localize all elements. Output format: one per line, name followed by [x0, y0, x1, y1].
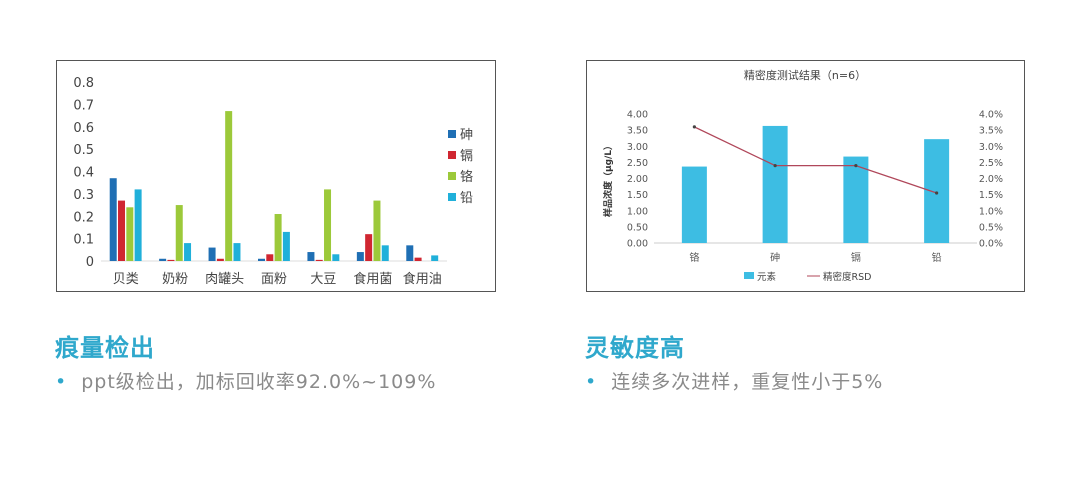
bar-砷: [307, 252, 315, 261]
bar-铬: [324, 189, 332, 261]
y-tick-label: 0.7: [73, 98, 94, 113]
rsd-point: [773, 164, 777, 168]
bar-镉: [266, 254, 274, 261]
bar-砷: [109, 178, 117, 261]
y-tick-label: 4.00: [627, 110, 648, 121]
bar-element: [924, 139, 950, 243]
x-tick-label: 铅: [932, 251, 942, 264]
bar-镉: [167, 259, 175, 261]
precision-chart: 精密度测试结果（n=6） 样品浓度（μg/L） 0.00 0.50 1.00 1.50 2.…: [586, 60, 1025, 292]
y-axis-title: 样品浓度（μg/L）: [602, 141, 614, 217]
y-tick-label: 0.2: [73, 210, 94, 225]
x-tick-label: 奶粉: [162, 272, 188, 287]
x-tick-label: 镉: [851, 251, 861, 264]
legend-swatch: [448, 193, 456, 201]
trace-detection-heading: 痕量检出: [55, 334, 155, 362]
rsd-point: [692, 125, 696, 129]
y-tick-label: 2.00: [627, 174, 648, 185]
x-tick-label: 食用菌: [353, 271, 392, 287]
bar-铬: [225, 111, 233, 262]
bar-铅: [381, 245, 389, 261]
bar-铬: [373, 200, 381, 261]
bullet-text: 连续多次进样，重复性小于5%: [611, 371, 884, 393]
y2-tick-label: 2.0%: [979, 174, 1003, 185]
y2-tick-label: 0.0%: [979, 239, 1003, 250]
y2-tick-label: 2.5%: [979, 158, 1003, 169]
rsd-point: [854, 164, 858, 168]
bar-砷: [208, 247, 216, 261]
bar-砷: [159, 258, 167, 261]
bar-铅: [282, 231, 290, 261]
chart-2-svg: 精密度测试结果（n=6） 样品浓度（μg/L） 0.00 0.50 1.00 1.50 2.…: [602, 68, 1003, 283]
bar-element: [681, 166, 707, 243]
chart-1-svg: 0 0.1 0.2 0.3 0.4 0.5 0.6 0.7 0.8 贝类 奶粉 肉罐头 面粉 大豆 食用菌食…: [73, 76, 473, 287]
legend-label: 精密度RSD: [823, 271, 871, 283]
y-tick-label: 1.00: [627, 206, 648, 217]
y-tick-label: 0.8: [73, 76, 94, 91]
y2-tick-label: 1.0%: [979, 206, 1003, 217]
bar-铅: [233, 243, 241, 261]
legend-label: 铅: [460, 191, 473, 206]
trace-detection-bullet: • ppt级检出，加标回收率92.0%~109%: [55, 371, 437, 393]
y2-tick-label: 3.0%: [979, 142, 1003, 153]
x-tick-label: 肉罐头: [205, 272, 244, 287]
legend-label: 砷: [460, 128, 473, 143]
bar-element: [762, 125, 788, 243]
y-tick-label: 0.5: [73, 143, 94, 158]
bar-镉: [118, 200, 126, 261]
bullet-text: ppt级检出，加标回收率92.0%~109%: [81, 371, 437, 393]
legend-label: 元素: [757, 271, 777, 283]
y2-tick-label: 1.5%: [979, 190, 1003, 201]
chart-title: 精密度测试结果（n=6）: [744, 68, 866, 82]
bar-铬: [126, 207, 134, 261]
x-tick-label: 铬: [689, 251, 699, 264]
bar-砷: [406, 245, 414, 261]
legend-label: 铬: [460, 169, 473, 185]
bar-铅: [332, 254, 340, 261]
rsd-point: [935, 191, 939, 195]
bar-镉: [414, 257, 422, 261]
x-tick-label: 贝类: [113, 272, 139, 287]
y-tick-label: 3.00: [627, 142, 648, 153]
y-tick-label: 0.1: [73, 233, 94, 248]
legend-swatch: [744, 272, 754, 279]
x-tick-label: 砷: [770, 252, 780, 264]
legend-swatch: [448, 151, 456, 159]
y2-tick-label: 3.5%: [979, 126, 1003, 137]
bar-镉: [315, 259, 323, 261]
x-tick-label: 食用油: [403, 271, 442, 287]
y-tick-label: 0.50: [627, 222, 648, 233]
legend-label: 镉: [460, 148, 473, 164]
sensitivity-heading: 灵敏度高: [585, 334, 685, 362]
y-tick-label: 1.50: [627, 190, 648, 201]
sensitivity-bullet: • 连续多次进样，重复性小于5%: [585, 371, 884, 393]
y2-tick-label: 4.0%: [979, 110, 1003, 121]
bar-铬: [274, 214, 282, 261]
bar-镉: [216, 258, 224, 261]
y-tick-label: 0.6: [73, 121, 94, 136]
bar-砷: [258, 258, 265, 261]
bar-铅: [184, 243, 192, 261]
bar-铅: [431, 255, 439, 261]
contaminant-bar-chart: 0 0.1 0.2 0.3 0.4 0.5 0.6 0.7 0.8 贝类 奶粉 肉罐头 面粉 大豆 食用菌食…: [56, 60, 496, 292]
x-tick-label: 面粉: [261, 272, 287, 287]
y-tick-label: 2.50: [627, 158, 648, 169]
bar-铬: [175, 205, 183, 261]
y-tick-label: 0.00: [627, 239, 648, 250]
bar-element: [843, 156, 869, 243]
bar-铅: [134, 189, 142, 261]
y-tick-label: 0: [86, 255, 94, 270]
y2-tick-label: 0.5%: [979, 222, 1003, 233]
bar-砷: [356, 252, 364, 261]
bar-镉: [365, 234, 373, 261]
y-tick-label: 0.4: [73, 166, 94, 181]
y-tick-label: 0.3: [73, 188, 94, 203]
rsd-line: [694, 126, 937, 194]
legend-swatch: [448, 172, 456, 180]
legend-swatch: [448, 130, 456, 138]
y-tick-label: 3.50: [627, 126, 648, 137]
x-tick-label: 大豆: [310, 272, 336, 287]
